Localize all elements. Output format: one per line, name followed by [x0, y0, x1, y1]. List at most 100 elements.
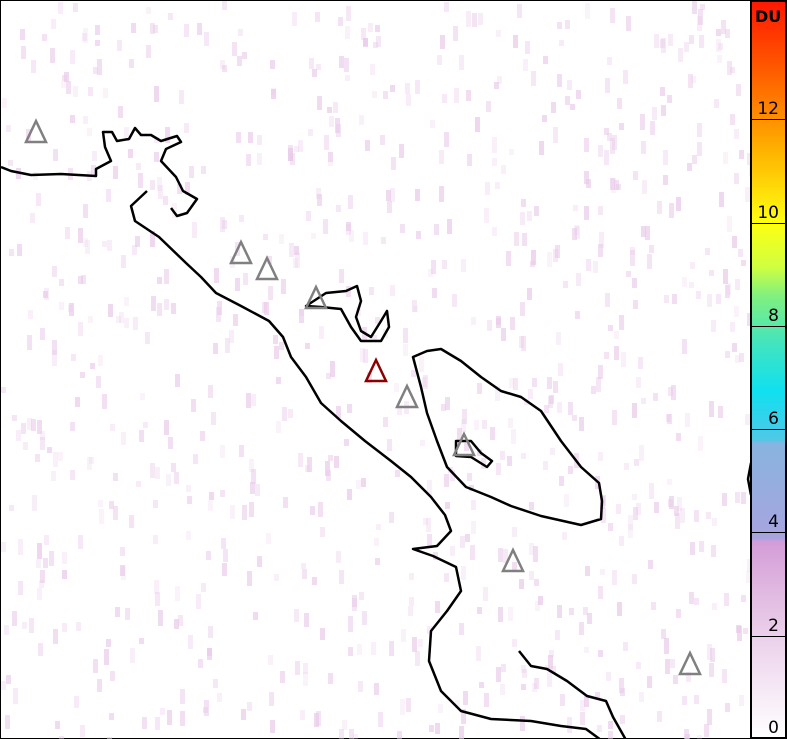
so2-pixel [78, 228, 83, 243]
so2-pixel [496, 316, 501, 328]
so2-pixel [143, 422, 148, 428]
so2-pixel [64, 72, 69, 82]
so2-pixel [383, 417, 388, 427]
so2-pixel [306, 211, 311, 221]
so2-pixel [584, 171, 589, 184]
so2-pixel [363, 349, 368, 363]
so2-pixel [184, 24, 189, 37]
so2-pixel [374, 683, 379, 695]
so2-pixel [294, 246, 299, 255]
so2-pixel [727, 61, 732, 75]
so2-pixel [547, 252, 552, 267]
so2-pixel [648, 560, 653, 569]
so2-pixel [431, 260, 436, 274]
so2-pixel [636, 503, 641, 515]
so2-pixel [584, 647, 589, 653]
so2-pixel [591, 386, 596, 394]
so2-pixel [154, 137, 159, 143]
so2-pixel [534, 678, 539, 689]
so2-pixel [73, 3, 78, 12]
so2-pixel [131, 23, 136, 33]
so2-pixel [522, 233, 527, 246]
so2-pixel [642, 180, 647, 194]
so2-pixel [87, 457, 92, 470]
so2-pixel [171, 463, 176, 472]
so2-pixel [378, 712, 383, 727]
so2-pixel [619, 536, 624, 546]
so2-pixel [257, 556, 262, 567]
so2-pixel [420, 440, 425, 446]
so2-pixel [689, 282, 694, 288]
so2-pixel [37, 588, 42, 600]
so2-pixel [543, 56, 548, 64]
so2-pixel [58, 2, 63, 14]
so2-pixel [483, 587, 488, 601]
so2-pixel [317, 194, 322, 206]
so2-pixel [130, 648, 135, 663]
so2-pixel [271, 89, 276, 99]
so2-pixel [523, 59, 528, 71]
so2-pixel [427, 626, 432, 634]
so2-pixel [328, 673, 333, 684]
volcano-triangle-icon [304, 284, 328, 310]
so2-pixel [411, 370, 416, 377]
so2-pixel [548, 396, 553, 408]
so2-pixel [180, 711, 185, 726]
so2-pixel [636, 377, 641, 388]
so2-pixel [96, 376, 101, 388]
so2-pixel [13, 688, 18, 704]
so2-pixel [76, 622, 81, 631]
so2-pixel [367, 372, 372, 383]
so2-pixel [709, 663, 714, 677]
so2-pixel [735, 355, 740, 363]
so2-pixel [572, 415, 577, 421]
so2-pixel [598, 586, 603, 599]
so2-pixel [673, 675, 678, 684]
so2-pixel [652, 107, 657, 120]
so2-pixel [534, 579, 539, 586]
so2-pixel [620, 688, 625, 696]
so2-pixel [495, 182, 500, 189]
so2-pixel [270, 720, 275, 733]
colorbar-tick-label: 4 [768, 512, 779, 533]
so2-pixel [59, 736, 64, 739]
so2-pixel [59, 302, 64, 310]
so2-pixel [368, 23, 373, 32]
so2-pixel [83, 116, 88, 124]
so2-pixel [213, 343, 218, 354]
so2-pixel [617, 602, 622, 616]
so2-pixel [739, 695, 744, 706]
so2-pixel [251, 394, 256, 406]
so2-pixel [528, 389, 533, 399]
so2-pixel [485, 182, 490, 195]
so2-pixel [9, 505, 14, 511]
volcano-triangle-icon [255, 255, 279, 281]
so2-pixel [98, 355, 103, 366]
so2-pixel [670, 659, 675, 668]
so2-pixel [628, 515, 633, 530]
so2-pixel [494, 82, 499, 89]
so2-pixel [711, 545, 716, 557]
so2-pixel [730, 322, 735, 332]
so2-pixel [412, 300, 417, 312]
coastline-arc [129, 190, 602, 739]
so2-pixel [119, 312, 124, 323]
so2-pixel [521, 453, 526, 459]
so2-pixel [348, 647, 353, 656]
so2-pixel [38, 643, 43, 656]
so2-pixel [40, 570, 45, 583]
so2-pixel [599, 232, 604, 248]
so2-pixel [584, 695, 589, 707]
so2-pixel [372, 91, 377, 98]
so2-pixel [192, 222, 197, 238]
so2-pixel [479, 682, 484, 688]
volcano-triangle-icon [678, 650, 702, 676]
so2-pixel [529, 502, 534, 510]
so2-pixel [419, 356, 424, 372]
map-canvas [0, 1, 754, 739]
so2-pixel [559, 476, 564, 486]
so2-pixel [236, 132, 241, 143]
so2-pixel [70, 50, 75, 64]
so2-pixel [363, 232, 368, 245]
so2-pixel [308, 129, 313, 136]
